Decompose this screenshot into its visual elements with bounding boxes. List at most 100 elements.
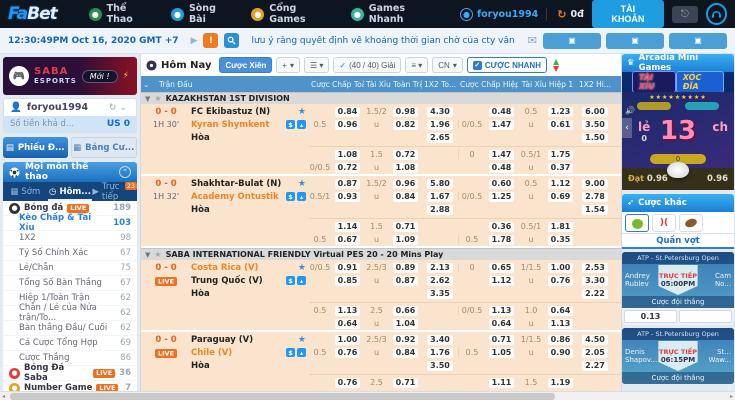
odds-button[interactable]: 3.50 <box>582 119 608 130</box>
odds-button[interactable]: 2.53 <box>582 262 608 273</box>
layout-button[interactable]: ☰ ▾ <box>303 57 330 73</box>
odds-button[interactable]: 1.13 <box>547 318 574 329</box>
search-icon[interactable] <box>224 33 240 48</box>
odds-button[interactable]: 1.76 <box>427 347 453 358</box>
odds-button[interactable]: 0.91 <box>334 262 361 273</box>
sidebar-item-hi-p-1-to-n-tr-n[interactable]: Hiệp 1/Toàn Trận 62 <box>3 291 137 306</box>
home-team[interactable]: FC Ekibastuz (N) ★ <box>191 105 309 118</box>
odds-button[interactable]: 2.62 <box>427 275 453 286</box>
stats-badge-icon[interactable]: ▴ <box>297 120 306 129</box>
tennis-match-card[interactable]: ATP - St.Petersburg Open Andrey Rublev TRỰC… <box>622 252 734 325</box>
sort-icon[interactable]: ▲ ▼ <box>552 57 560 73</box>
tennis-match-card[interactable]: ATP - St.Petersburg Open Denis Shapov... TR… <box>622 328 734 384</box>
odds-button[interactable]: 0.35 <box>547 234 574 245</box>
away-team[interactable]: Chile (V) $ ▴ <box>191 346 309 359</box>
desktop-button[interactable]: ▣ <box>669 32 727 49</box>
odds-button[interactable]: 1.50 <box>582 132 608 143</box>
tab-badminton[interactable]: )( <box>652 214 676 232</box>
refresh-balance-icon[interactable]: ↻ <box>557 7 567 21</box>
collapse-chevron-icon[interactable]: ⌃ <box>119 166 132 178</box>
sidebar-item-t--s--ch-nh-x-c[interactable]: Tỷ Số Chính Xác 67 <box>3 246 137 261</box>
odds-button[interactable]: 3.50 <box>427 360 453 371</box>
all-sports-header[interactable]: Mọi môn thể thao ⌃ <box>3 162 137 182</box>
mobile-button[interactable]: ▣ <box>606 32 664 49</box>
refresh-icon[interactable]: ↻ <box>108 102 120 113</box>
odds-button[interactable]: 1.81 <box>547 221 574 232</box>
odds-button[interactable]: 1.75 <box>547 149 574 160</box>
add-button[interactable]: + ▾ <box>276 57 300 73</box>
odds-button[interactable]: 1.00 <box>547 262 574 273</box>
odds-button[interactable]: 0.86 <box>547 334 574 345</box>
odds-button[interactable]: 0.84 <box>392 347 419 358</box>
odds-button[interactable]: 0.64 <box>547 305 574 316</box>
scrollbar-thumb[interactable] <box>10 393 555 400</box>
odds-button[interactable]: 1.08 <box>392 162 419 173</box>
account-button[interactable]: TÀI KHOẢN <box>591 0 664 28</box>
odds-button[interactable]: 0.96 <box>334 119 361 130</box>
odds-button[interactable]: 1.78 <box>488 234 515 245</box>
user-menu[interactable]: ● foryou1994 <box>459 7 538 21</box>
odds-button[interactable]: 1.67 <box>427 191 453 202</box>
odds-button[interactable]: 2.65 <box>427 132 453 143</box>
odds-button[interactable]: 0.48 <box>488 162 515 173</box>
odds-button[interactable]: 0.69 <box>547 191 574 202</box>
odds-button[interactable]: 0.82 <box>392 119 419 130</box>
play-icon[interactable]: ▶ <box>190 35 198 46</box>
sidebar-item-k-o-ch-p---t-i-x-u[interactable]: Kèo Chấp & Tài Xỉu 103 <box>3 213 137 233</box>
odds-button[interactable]: 0.89 <box>392 262 419 273</box>
favorite-star-icon[interactable]: ★ <box>297 262 306 273</box>
odds-button[interactable]: 4.30 <box>427 106 453 117</box>
speaker-icon[interactable]: 🔊 <box>625 106 635 115</box>
dollar-badge-icon[interactable]: $ <box>286 120 295 129</box>
dollar-badge-icon[interactable]: $ <box>286 276 295 285</box>
league-star-icon[interactable]: ★ <box>154 94 162 103</box>
favorite-star-icon[interactable]: ★ <box>297 334 306 345</box>
odds-button[interactable]: 0.64 <box>488 318 515 329</box>
odds-button[interactable]: 1.54 <box>582 204 608 215</box>
odds-button[interactable]: 1.05 <box>488 347 515 358</box>
odds-button[interactable]: 0.92 <box>392 334 419 345</box>
league-bar[interactable]: ▼ ★ KAZAKHSTAN 1ST DIVISION <box>141 92 621 104</box>
odds-button[interactable]: 0.13 <box>624 310 677 323</box>
stats-badge-icon[interactable]: ▴ <box>297 348 306 357</box>
sidebar-item-b-n-th-ng---u--cu-i[interactable]: Bàn thắng Đầu/ Cuối 62 <box>3 321 137 336</box>
odds-button[interactable]: 0.84 <box>334 106 361 117</box>
stats-badge-icon[interactable]: ▴ <box>297 276 306 285</box>
sidebar-item-t-ng-s--b-n-th-ng[interactable]: Tổng Số Bàn Thắng 67 <box>3 276 137 291</box>
home-team[interactable]: Paraguay (V) ★ <box>191 333 309 346</box>
odds-button[interactable]: 0.76 <box>334 347 361 358</box>
odds-button[interactable]: 1.08 <box>334 149 361 160</box>
nav-gamepad[interactable]: ● Cổng Games <box>243 3 343 25</box>
time-tab-sm[interactable]: ▦ Sớm <box>3 182 48 201</box>
odds-button[interactable]: 1.14 <box>334 221 361 232</box>
mail-icon[interactable]: ✉ <box>527 34 537 47</box>
odds-button[interactable]: 1.11 <box>488 377 515 388</box>
sidebar-item-b-ng---[interactable]: ● Bóng đá LIVE 189 <box>3 201 137 216</box>
sidebar-item-b-ng----saba[interactable]: ● Bóng Đá Saba LIVE 36 <box>3 363 137 383</box>
odds-type-button[interactable]: CN ▾ <box>432 57 463 73</box>
odds-button[interactable]: 1.19 <box>547 377 574 388</box>
odds-button[interactable]: 1.13 <box>488 305 515 316</box>
odds-button[interactable] <box>679 310 732 323</box>
odds-button[interactable]: 0.71 <box>488 334 515 345</box>
scroll-left-arrow[interactable]: ◂ <box>2 393 6 400</box>
time-tab-trctip[interactable]: ▶ Trực tiếp 23 <box>92 182 138 202</box>
even-side-label[interactable]: ch <box>712 120 728 134</box>
odds-button[interactable]: 0.61 <box>547 119 574 130</box>
dice-cup-icon[interactable] <box>667 162 689 178</box>
away-team[interactable]: Kyran Shymkent $ ▴ <box>191 118 309 131</box>
odds-button[interactable]: 0.66 <box>392 305 419 316</box>
odds-button[interactable]: 6.00 <box>582 106 608 117</box>
dollar-badge-icon[interactable]: $ <box>286 348 295 357</box>
odds-display-button[interactable]: ≡ ▾ <box>405 57 429 73</box>
saba-esports-banner[interactable]: 🎮 SABA ESPORTS Mới ! ⚡ <box>3 57 137 95</box>
odds-button[interactable]: 2.88 <box>427 204 453 215</box>
support-headset-icon[interactable] <box>705 3 727 25</box>
odds-button[interactable]: 2.05 <box>582 347 608 358</box>
odds-button[interactable]: 0.98 <box>392 106 419 117</box>
stats-badge-icon[interactable]: ▴ <box>297 192 306 201</box>
tennis-label[interactable]: Quần vợt <box>622 234 734 249</box>
tab-bet-board[interactable]: ▦ Bảng Cư... <box>70 137 137 158</box>
quick-bet-toggle[interactable]: ✓ CƯỢC NHANH <box>466 57 547 73</box>
away-team[interactable]: Academy Ontustik $ ▴ <box>191 190 309 203</box>
